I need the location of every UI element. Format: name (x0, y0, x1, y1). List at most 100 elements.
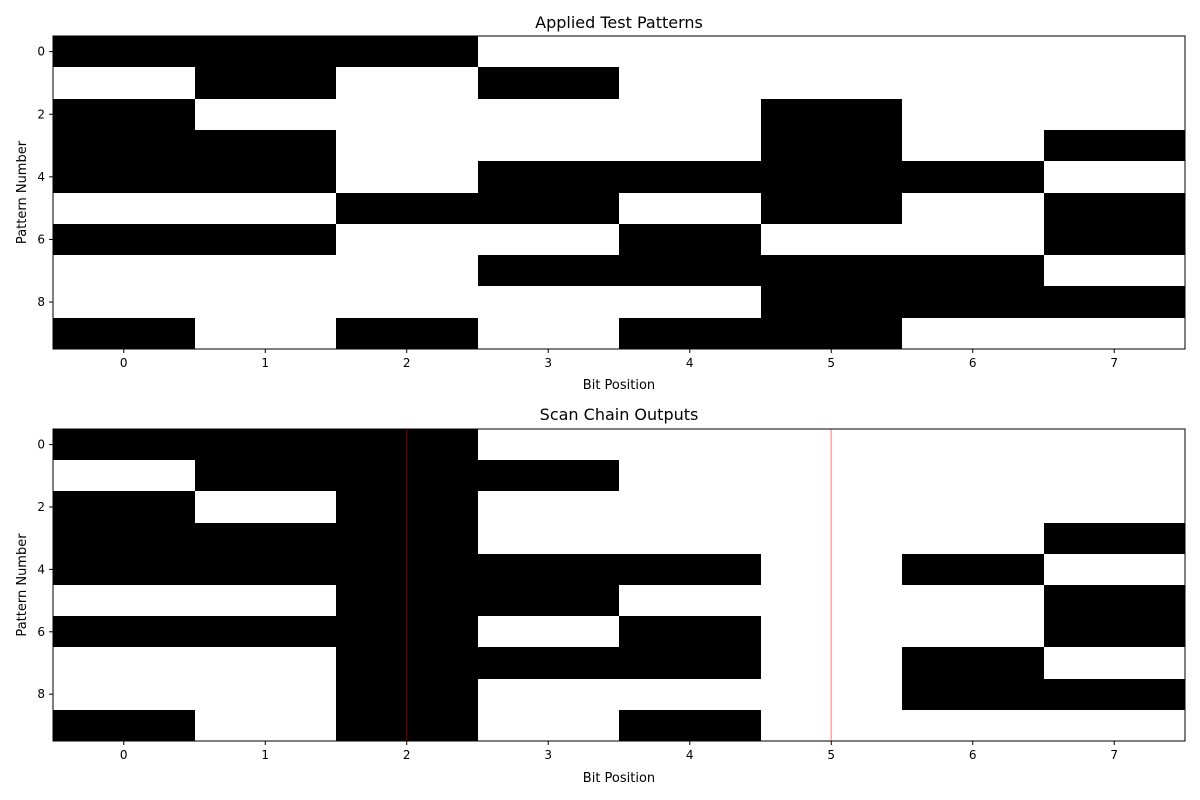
heatmap-cell (1044, 710, 1185, 741)
heatmap-cell (761, 161, 902, 193)
panel-scan-chain-outputs: Scan Chain Outputs Bit Position Pattern … (15, 405, 1186, 786)
x-tick-label: 0 (120, 356, 128, 370)
heatmap-cell (761, 99, 902, 130)
plot-frame (52, 35, 1186, 350)
heatmap-cell (478, 429, 619, 460)
x-tick-label: 7 (1110, 356, 1118, 370)
heatmap-cell (902, 255, 1044, 286)
heatmap-cell (195, 460, 336, 491)
heatmap-cell (195, 554, 336, 585)
x-tick-label: 4 (686, 356, 694, 370)
y-ticks: 0 2 4 6 8 (37, 45, 53, 309)
heatmap-cell (761, 255, 902, 286)
heatmap-cell (761, 67, 902, 99)
heatmap-cell (761, 36, 902, 67)
heatmap-cell (195, 491, 336, 523)
heatmap-cell (478, 224, 619, 255)
heatmap-cell (478, 161, 619, 193)
heatmap-cell (478, 99, 619, 130)
heatmap-cell (336, 67, 478, 99)
x-tick-label: 0 (120, 748, 128, 762)
y-tick-label: 6 (37, 625, 45, 639)
heatmap-cell (195, 224, 336, 255)
heatmap-cell (1044, 523, 1185, 554)
x-ticks: 0 1 2 3 4 5 6 7 (120, 349, 1118, 370)
heatmap-cell (478, 286, 619, 318)
heatmap-cell (195, 616, 336, 647)
heatmap-cell (902, 286, 1044, 318)
heatmap-cell (478, 554, 619, 585)
heatmap-cell (1044, 255, 1185, 286)
heatmap-cell (761, 679, 902, 710)
y-axis-label: Pattern Number (15, 140, 30, 244)
heatmap-cell (478, 616, 619, 647)
heatmap-cell (195, 130, 336, 161)
heatmap-cell (195, 99, 336, 130)
x-tick-label: 4 (686, 748, 694, 762)
chart-title: Applied Test Patterns (535, 13, 703, 32)
x-tick-label: 7 (1110, 748, 1118, 762)
heatmap-cell (619, 255, 761, 286)
heatmap-cell (1044, 130, 1185, 161)
heatmap-cell (195, 67, 336, 99)
heatmap-cell (761, 224, 902, 255)
heatmap-cell (53, 286, 195, 318)
heatmap-cell (53, 99, 195, 130)
heatmap-cell (902, 318, 1044, 349)
heatmap-cell (336, 318, 478, 349)
heatmap-cell (619, 161, 761, 193)
heatmap-cell (53, 460, 195, 491)
heatmap-cell (761, 491, 902, 523)
heatmap-cell (619, 36, 761, 67)
heatmap-cell (53, 255, 195, 286)
heatmap-cell (761, 460, 902, 491)
y-tick-label: 4 (37, 562, 45, 576)
heatmap-cell (336, 99, 478, 130)
heatmap-cell (619, 460, 761, 491)
x-tick-label: 2 (403, 748, 411, 762)
heatmap-cell (761, 523, 902, 554)
heatmap-cell (336, 255, 478, 286)
heatmap-cell (1044, 36, 1185, 67)
x-tick-label: 5 (827, 356, 835, 370)
heatmap-cell (619, 99, 761, 130)
heatmap-cell (1044, 460, 1185, 491)
heatmap-cell (478, 710, 619, 741)
heatmap-cell (902, 429, 1044, 460)
heatmap-cell (902, 130, 1044, 161)
heatmap-cell (478, 67, 619, 99)
heatmap-cell (902, 460, 1044, 491)
heatmap-cell (761, 647, 902, 679)
heatmap-cell (336, 193, 478, 224)
heatmap-cell (902, 585, 1044, 616)
heatmap-cell (761, 286, 902, 318)
heatmap-cell (1044, 161, 1185, 193)
heatmap-cell (619, 286, 761, 318)
heatmap-cell (619, 224, 761, 255)
heatmap-cell (902, 554, 1044, 585)
chart-title: Scan Chain Outputs (540, 405, 699, 424)
x-tick-label: 6 (969, 356, 977, 370)
y-tick-label: 8 (37, 295, 45, 309)
heatmap-cell (195, 710, 336, 741)
heatmap-cell (336, 523, 478, 554)
heatmap-cell (336, 710, 478, 741)
heatmap-cell (619, 647, 761, 679)
heatmap-cell (761, 554, 902, 585)
heatmap-cell (336, 286, 478, 318)
heatmap-cell (478, 460, 619, 491)
heatmap-cell (478, 318, 619, 349)
heatmap-cell (53, 67, 195, 99)
heatmap-cell (336, 647, 478, 679)
heatmap-cell (53, 616, 195, 647)
heatmap-cell (195, 647, 336, 679)
heatmap-cell (195, 255, 336, 286)
y-tick-label: 8 (37, 687, 45, 701)
y-tick-label: 0 (37, 45, 45, 59)
y-tick-label: 4 (37, 170, 45, 184)
heatmap-cell (478, 647, 619, 679)
x-tick-label: 1 (261, 748, 269, 762)
heatmap-cell (619, 193, 761, 224)
heatmap-cell (336, 460, 478, 491)
